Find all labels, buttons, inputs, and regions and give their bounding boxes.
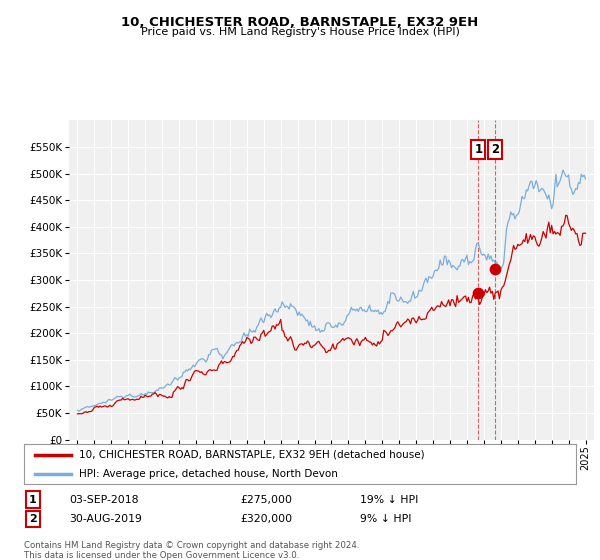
Text: 1: 1 xyxy=(29,494,37,505)
Text: HPI: Average price, detached house, North Devon: HPI: Average price, detached house, Nort… xyxy=(79,469,338,478)
Text: £275,000: £275,000 xyxy=(240,494,292,505)
Text: Contains HM Land Registry data © Crown copyright and database right 2024.
This d: Contains HM Land Registry data © Crown c… xyxy=(24,541,359,560)
Text: 10, CHICHESTER ROAD, BARNSTAPLE, EX32 9EH (detached house): 10, CHICHESTER ROAD, BARNSTAPLE, EX32 9E… xyxy=(79,450,425,460)
Text: £320,000: £320,000 xyxy=(240,514,292,524)
Text: 10, CHICHESTER ROAD, BARNSTAPLE, EX32 9EH: 10, CHICHESTER ROAD, BARNSTAPLE, EX32 9E… xyxy=(121,16,479,29)
Text: 9% ↓ HPI: 9% ↓ HPI xyxy=(360,514,412,524)
Text: 2: 2 xyxy=(29,514,37,524)
Text: Price paid vs. HM Land Registry's House Price Index (HPI): Price paid vs. HM Land Registry's House … xyxy=(140,27,460,37)
Point xyxy=(473,289,483,298)
Text: 1: 1 xyxy=(474,143,482,156)
Text: 03-SEP-2018: 03-SEP-2018 xyxy=(69,494,139,505)
Text: 2: 2 xyxy=(491,143,499,156)
Text: 19% ↓ HPI: 19% ↓ HPI xyxy=(360,494,418,505)
Text: 30-AUG-2019: 30-AUG-2019 xyxy=(69,514,142,524)
Point xyxy=(490,265,500,274)
